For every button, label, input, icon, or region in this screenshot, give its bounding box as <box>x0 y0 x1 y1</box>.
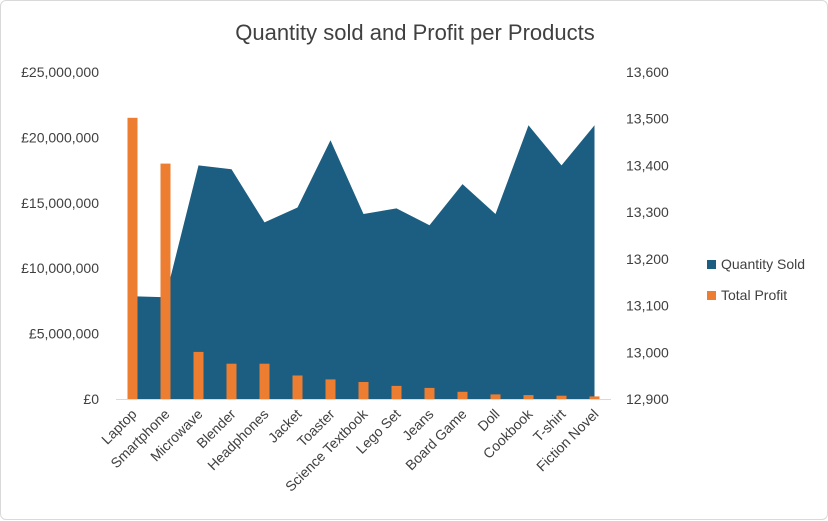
primary-tick-label: £15,000,000 <box>21 195 99 211</box>
profit-bar <box>490 394 501 399</box>
legend-label: Total Profit <box>721 287 787 303</box>
profit-bar <box>292 375 303 399</box>
primary-tick-label: £5,000,000 <box>29 326 99 342</box>
profit-bar <box>358 382 369 399</box>
primary-axis-ticks: £0 £5,000,000 £10,000,000 £15,000,000 £20,00… <box>21 64 99 407</box>
profit-bar <box>226 363 237 399</box>
secondary-tick-label: 13,400 <box>626 157 669 173</box>
profit-bar <box>391 385 402 399</box>
legend-label: Quantity Sold <box>721 256 805 272</box>
secondary-tick-label: 13,100 <box>626 298 669 314</box>
chart-title: Quantity sold and Profit per Products <box>235 20 595 45</box>
profit-bar <box>457 391 468 399</box>
legend-swatch <box>707 260 716 269</box>
profit-bar <box>589 396 600 399</box>
secondary-tick-label: 13,300 <box>626 204 669 220</box>
profit-bar <box>556 395 567 399</box>
secondary-tick-label: 13,200 <box>626 251 669 267</box>
category-axis-ticks: LaptopSmartphoneMicrowaveBlenderHeadphon… <box>98 405 602 494</box>
secondary-tick-label: 13,600 <box>626 64 669 80</box>
profit-bar-layer <box>127 117 600 400</box>
profit-bar <box>259 363 270 399</box>
legend-swatch <box>707 291 716 300</box>
primary-tick-label: £0 <box>83 391 99 407</box>
profit-bar <box>160 163 171 399</box>
primary-tick-label: £20,000,000 <box>21 129 99 145</box>
secondary-tick-label: 13,000 <box>626 344 669 360</box>
primary-tick-label: £25,000,000 <box>21 64 99 80</box>
profit-bar <box>325 379 336 399</box>
profit-bar <box>127 117 138 400</box>
secondary-tick-label: 12,900 <box>626 391 669 407</box>
quantity-area-layer <box>132 125 595 400</box>
primary-tick-label: £10,000,000 <box>21 260 99 276</box>
quantity-sold-area <box>132 125 595 400</box>
secondary-tick-label: 13,500 <box>626 111 669 127</box>
legend: Quantity Sold Total Profit <box>707 256 805 303</box>
profit-bar <box>193 351 204 399</box>
category-tick-label: Doll <box>474 406 502 434</box>
secondary-axis-ticks: 12,900 13,000 13,100 13,200 13,300 13,400 13,5… <box>626 64 669 407</box>
profit-bar <box>424 387 435 399</box>
profit-bar <box>523 395 534 399</box>
